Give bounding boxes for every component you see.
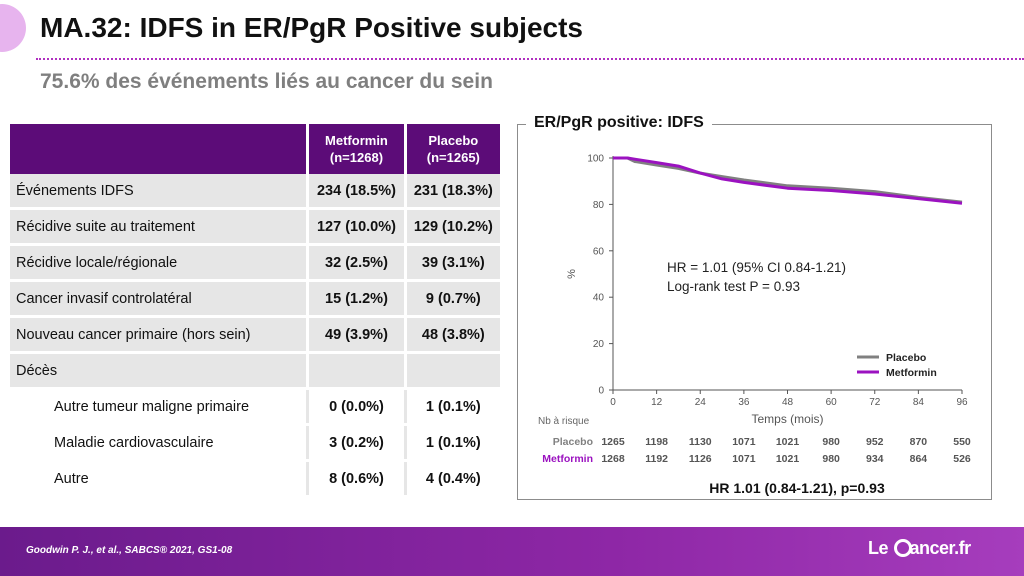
cell-metformin: 3 (0.2%) (306, 424, 406, 462)
at-risk-value: 1021 (776, 436, 800, 448)
y-tick-label: 60 (593, 246, 605, 257)
row-label: Maladie cardiovasculaire (10, 424, 308, 462)
at-risk-value: 980 (822, 436, 840, 448)
x-tick-label: 12 (651, 397, 663, 408)
y-tick-label: 0 (598, 386, 604, 397)
at-risk-value: 934 (866, 453, 884, 465)
table-row: Récidive suite au traitement 127 (10.0%)… (10, 208, 500, 246)
at-risk-value: 526 (953, 453, 971, 465)
at-risk-value: 864 (910, 453, 928, 465)
at-risk-value: 1198 (645, 436, 668, 448)
at-risk-value: 1071 (732, 453, 756, 465)
title-divider (36, 58, 1024, 60)
at-risk-value: 952 (866, 436, 884, 448)
table-header-blank (10, 124, 308, 174)
table-row: Autre 8 (0.6%) 4 (0.4%) (10, 460, 500, 498)
hazard-ratio-summary: HR 1.01 (0.84-1.21), p=0.93 (709, 480, 885, 496)
at-risk-value: 550 (953, 436, 971, 448)
at-risk-value: 1268 (601, 453, 625, 465)
cell-placebo: 39 (3.1%) (403, 244, 500, 282)
cell-metformin: 8 (0.6%) (306, 460, 406, 498)
cell-placebo: 129 (10.2%) (403, 208, 500, 246)
cell-metformin: 234 (18.5%) (306, 174, 406, 210)
at-risk-value: 1126 (689, 453, 712, 465)
cell-placebo: 1 (0.1%) (403, 388, 500, 426)
column-header-metformin: Metformin (n=1268) (306, 124, 406, 174)
cell-metformin: 32 (2.5%) (306, 244, 406, 282)
table-row: Récidive locale/régionale 32 (2.5%) 39 (… (10, 244, 500, 282)
x-tick-label: 84 (913, 397, 925, 408)
column-header-placebo: Placebo (n=1265) (403, 124, 500, 174)
corner-decoration (0, 4, 26, 52)
chart-annotation: Log-rank test P = 0.93 (667, 279, 800, 294)
cell-placebo: 1 (0.1%) (403, 424, 500, 462)
row-label: Autre (10, 460, 308, 498)
table-row: Décès (10, 352, 500, 390)
cell-metformin: 0 (0.0%) (306, 388, 406, 426)
page-subtitle: 75.6% des événements liés au cancer du s… (40, 70, 493, 93)
row-label: Événements IDFS (10, 174, 308, 210)
page-title: MA.32: IDFS in ER/PgR Positive subjects (40, 12, 584, 43)
row-label: Récidive locale/régionale (10, 244, 308, 282)
y-tick-label: 80 (593, 200, 605, 211)
cell-placebo: 231 (18.3%) (403, 174, 500, 210)
series-line-metformin (613, 156, 963, 205)
legend-label-placebo: Placebo (886, 352, 926, 364)
site-logo: Le ancer.fr (868, 538, 971, 558)
table-row: Autre tumeur maligne primaire 0 (0.0%) 1… (10, 388, 500, 426)
chart-title: ER/PgR positive: IDFS (526, 114, 712, 132)
cell-metformin: 127 (10.0%) (306, 208, 406, 246)
y-tick-label: 100 (587, 154, 604, 165)
at-risk-value: 1021 (776, 453, 800, 465)
x-tick-label: 60 (826, 397, 838, 408)
at-risk-value: 870 (910, 436, 928, 448)
chart-frame (517, 124, 992, 500)
table-row: Maladie cardiovasculaire 3 (0.2%) 1 (0.1… (10, 424, 500, 462)
cell-placebo: 9 (0.7%) (403, 280, 500, 318)
cell-metformin (306, 352, 406, 390)
x-tick-label: 24 (695, 397, 707, 408)
y-tick-label: 40 (593, 293, 605, 304)
legend-label-metformin: Metformin (886, 367, 937, 379)
footer-citation: Goodwin P. J., et al., SABCS® 2021, GS1-… (26, 545, 233, 556)
row-label: Cancer invasif controlatéral (10, 280, 308, 318)
x-tick-label: 72 (869, 397, 881, 408)
cell-metformin: 15 (1.2%) (306, 280, 406, 318)
x-tick-label: 96 (956, 397, 968, 408)
at-risk-value: 1130 (689, 436, 712, 448)
footer-band (0, 527, 1024, 576)
km-chart: 0 20 40 60 80 100 0 12 24 36 48 60 72 84 96% Temps (moi… (538, 154, 971, 466)
row-label: Décès (10, 352, 308, 390)
x-tick-label: 48 (782, 397, 794, 408)
cell-placebo: 4 (0.4%) (403, 460, 500, 498)
at-risk-row-label-placebo: Placebo (553, 436, 593, 448)
table-row: Cancer invasif controlatéral 15 (1.2%) 9… (10, 280, 500, 318)
cell-placebo: 48 (3.8%) (403, 316, 500, 354)
x-tick-label: 0 (610, 397, 616, 408)
x-axis-label: Temps (mois) (751, 412, 823, 426)
at-risk-label: Nb à risque (538, 416, 590, 427)
y-axis-label: % (566, 269, 578, 279)
table-row: Événements IDFS 234 (18.5%) 231 (18.3%) (10, 174, 500, 210)
logo-c-icon (893, 539, 912, 557)
table-header-row: Metformin (n=1268) Placebo (n=1265) (10, 124, 500, 174)
x-tick-label: 36 (738, 397, 750, 408)
at-risk-value: 980 (822, 453, 840, 465)
events-table: Metformin (n=1268) Placebo (n=1265) Évén… (10, 124, 500, 498)
at-risk-value: 1071 (732, 436, 756, 448)
at-risk-value: 1192 (645, 453, 668, 465)
cell-placebo (403, 352, 500, 390)
y-tick-label: 20 (593, 339, 605, 350)
row-label: Récidive suite au traitement (10, 208, 308, 246)
chart-annotation: HR = 1.01 (95% CI 0.84-1.21) (667, 260, 846, 275)
table-row: Nouveau cancer primaire (hors sein) 49 (… (10, 316, 500, 354)
row-label: Nouveau cancer primaire (hors sein) (10, 316, 308, 354)
at-risk-value: 1265 (601, 436, 625, 448)
row-label: Autre tumeur maligne primaire (10, 388, 308, 426)
at-risk-row-label-metformin: Metformin (542, 453, 593, 465)
cell-metformin: 49 (3.9%) (306, 316, 406, 354)
